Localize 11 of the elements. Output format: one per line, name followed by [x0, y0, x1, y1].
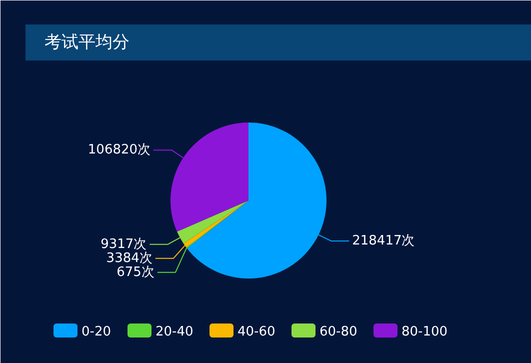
- data-label: 218417次: [352, 233, 415, 248]
- data-label: 106820次: [88, 142, 151, 158]
- legend-label: 20-40: [156, 324, 194, 340]
- legend-label: 60-80: [320, 324, 358, 340]
- data-label: 3384次: [106, 250, 152, 266]
- data-label: 9317次: [100, 236, 147, 252]
- chart-title: 考试平均分: [44, 32, 130, 52]
- legend-label: 40-60: [238, 324, 276, 340]
- data-label: 675次: [116, 264, 154, 280]
- legend-label: 80-100: [402, 324, 448, 340]
- legend-label: 0-20: [82, 324, 112, 340]
